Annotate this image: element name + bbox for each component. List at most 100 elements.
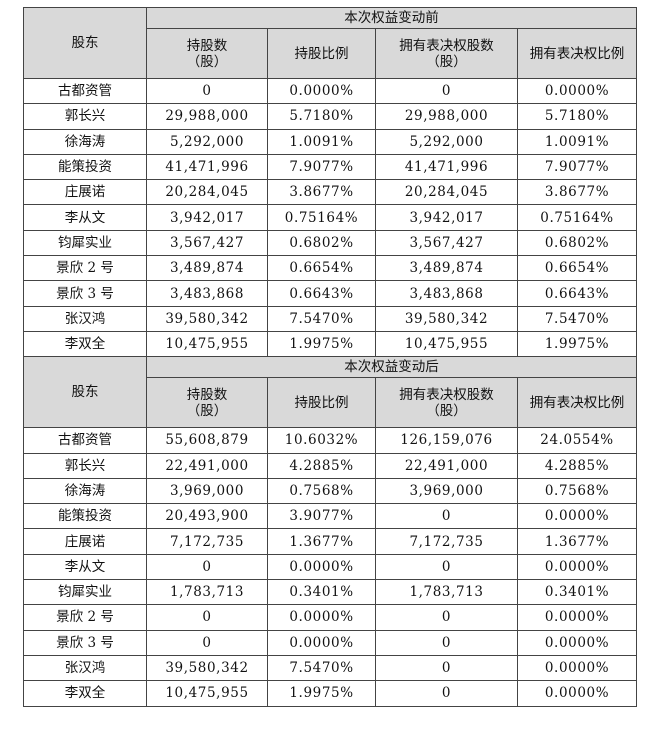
vote-shares-value: 0 <box>375 503 518 530</box>
shares-value: 0 <box>146 553 268 581</box>
vote-ratio-value: 24.0554% <box>517 427 637 454</box>
shares-value: 0 <box>146 77 268 105</box>
table-row: 能策投资 20,493,900 3.9077% 0 0.0000% <box>23 503 637 530</box>
vote-shares-value: 5,292,000 <box>375 128 518 155</box>
shareholder-name: 徐海涛 <box>23 128 147 155</box>
table-row: 景欣 2 号 3,489,874 0.6654% 3,489,874 0.6654% <box>23 255 637 282</box>
vote-ratio-value: 0.6654% <box>517 255 637 282</box>
section-title: 本次权益变动前 <box>146 7 637 29</box>
shares-value: 0 <box>146 629 268 656</box>
ratio-value: 0.7568% <box>267 477 376 505</box>
vote-shares-value: 22,491,000 <box>375 452 518 479</box>
shareholder-name: 张汉鸿 <box>23 305 147 332</box>
vote-ratio-value: 0.75164% <box>517 204 637 231</box>
ratio-value: 7.5470% <box>267 654 376 682</box>
column-header-vote-shares-line2: （股） <box>426 53 467 70</box>
vote-shares-value: 0 <box>375 77 518 105</box>
column-header-shares: 持股数 （股） <box>146 28 268 79</box>
shares-value: 10,475,955 <box>146 680 268 707</box>
ratio-value: 1.9975% <box>267 330 376 358</box>
table-row: 徐海涛 5,292,000 1.0091% 5,292,000 1.0091% <box>23 128 637 155</box>
vote-ratio-value: 0.3401% <box>517 579 637 606</box>
shareholder-name: 景欣 3 号 <box>23 629 147 656</box>
vote-ratio-value: 0.7568% <box>517 477 637 505</box>
shareholder-name: 郭长兴 <box>23 103 147 130</box>
shareholder-name: 李从文 <box>23 204 147 231</box>
shares-value: 41,471,996 <box>146 153 268 181</box>
column-header-row: 持股数 （股） 持股比例 拥有表决权股数 （股） 拥有表决权比例 <box>23 28 637 79</box>
ratio-value: 1.0091% <box>267 128 376 155</box>
column-header-vote-shares-line2: （股） <box>426 402 467 419</box>
shares-value: 29,988,000 <box>146 103 268 130</box>
shares-value: 5,292,000 <box>146 128 268 155</box>
shareholder-name: 景欣 2 号 <box>23 255 147 282</box>
shares-value: 20,284,045 <box>146 179 268 206</box>
column-header-ratio: 持股比例 <box>267 28 376 79</box>
table-row: 景欣 3 号 0 0.0000% 0 0.0000% <box>23 629 637 656</box>
column-header-shareholder: 股东 <box>23 356 147 429</box>
shareholder-name: 郭长兴 <box>23 452 147 479</box>
shares-value: 20,493,900 <box>146 503 268 530</box>
vote-shares-value: 0 <box>375 680 518 707</box>
table-row: 庄展诺 7,172,735 1.3677% 7,172,735 1.3677% <box>23 528 637 555</box>
ratio-value: 10.6032% <box>267 427 376 454</box>
shareholder-name: 景欣 3 号 <box>23 280 147 307</box>
shares-value: 3,942,017 <box>146 204 268 231</box>
column-header-shares: 持股数 （股） <box>146 377 268 429</box>
shareholder-name: 钧犀实业 <box>23 229 147 257</box>
shareholder-name: 庄展诺 <box>23 179 147 206</box>
table-row: 张汉鸿 39,580,342 7.5470% 0 0.0000% <box>23 654 637 682</box>
table-row: 李双全 10,475,955 1.9975% 0 0.0000% <box>23 680 637 707</box>
ratio-value: 0.6643% <box>267 280 376 307</box>
ratio-value: 0.0000% <box>267 604 376 631</box>
vote-shares-value: 7,172,735 <box>375 528 518 555</box>
vote-shares-value: 3,489,874 <box>375 255 518 282</box>
shareholder-name: 钧犀实业 <box>23 579 147 606</box>
table-row: 张汉鸿 39,580,342 7.5470% 39,580,342 7.5470% <box>23 305 637 332</box>
shareholder-name: 庄展诺 <box>23 528 147 555</box>
ratio-value: 0.75164% <box>267 204 376 231</box>
vote-ratio-value: 3.8677% <box>517 179 637 206</box>
vote-shares-value: 3,567,427 <box>375 229 518 257</box>
table-row: 李从文 3,942,017 0.75164% 3,942,017 0.75164% <box>23 204 637 231</box>
vote-shares-value: 10,475,955 <box>375 330 518 358</box>
column-header-vote-shares-line1: 拥有表决权股数 <box>399 37 494 54</box>
vote-shares-value: 39,580,342 <box>375 305 518 332</box>
ratio-value: 0.0000% <box>267 553 376 581</box>
shareholder-name: 古都资管 <box>23 427 147 454</box>
vote-shares-value: 0 <box>375 629 518 656</box>
vote-ratio-value: 0.6802% <box>517 229 637 257</box>
column-header-vote-shares-line1: 拥有表决权股数 <box>399 386 494 403</box>
shares-value: 3,489,874 <box>146 255 268 282</box>
shareholder-name: 李双全 <box>23 680 147 707</box>
shareholding-table-body: 股东 本次权益变动前 持股数 （股） 持股比例 拥有表决权股数 （股） 拥有表决权比例 古都资管… <box>23 7 637 707</box>
table-row: 李双全 10,475,955 1.9975% 10,475,955 1.9975% <box>23 330 637 358</box>
shares-value: 0 <box>146 604 268 631</box>
vote-ratio-value: 0.0000% <box>517 629 637 656</box>
column-header-vote-shares: 拥有表决权股数 （股） <box>375 377 518 429</box>
vote-ratio-value: 0.0000% <box>517 604 637 631</box>
ratio-value: 4.2885% <box>267 452 376 479</box>
table-row: 古都资管 55,608,879 10.6032% 126,159,076 24.0554… <box>23 427 637 454</box>
vote-ratio-value: 0.6643% <box>517 280 637 307</box>
vote-ratio-value: 0.0000% <box>517 503 637 530</box>
shares-value: 10,475,955 <box>146 330 268 358</box>
ratio-value: 1.3677% <box>267 528 376 555</box>
vote-ratio-value: 1.3677% <box>517 528 637 555</box>
vote-shares-value: 20,284,045 <box>375 179 518 206</box>
shareholder-name: 李双全 <box>23 330 147 358</box>
table-row: 李从文 0 0.0000% 0 0.0000% <box>23 553 637 581</box>
vote-ratio-value: 7.9077% <box>517 153 637 181</box>
ratio-value: 7.5470% <box>267 305 376 332</box>
vote-shares-value: 29,988,000 <box>375 103 518 130</box>
shares-value: 3,969,000 <box>146 477 268 505</box>
vote-shares-value: 3,483,868 <box>375 280 518 307</box>
section-header-row: 股东 本次权益变动前 <box>23 7 637 79</box>
table-row: 郭长兴 22,491,000 4.2885% 22,491,000 4.2885% <box>23 452 637 479</box>
ratio-value: 3.8677% <box>267 179 376 206</box>
shareholding-table: 股东 本次权益变动前 持股数 （股） 持股比例 拥有表决权股数 （股） 拥有表决权比例 古都资管… <box>23 7 637 707</box>
table-row: 古都资管 0 0.0000% 0 0.0000% <box>23 77 637 105</box>
ratio-value: 0.0000% <box>267 77 376 105</box>
section-header-row: 股东 本次权益变动后 <box>23 356 637 429</box>
shareholder-name: 古都资管 <box>23 77 147 105</box>
